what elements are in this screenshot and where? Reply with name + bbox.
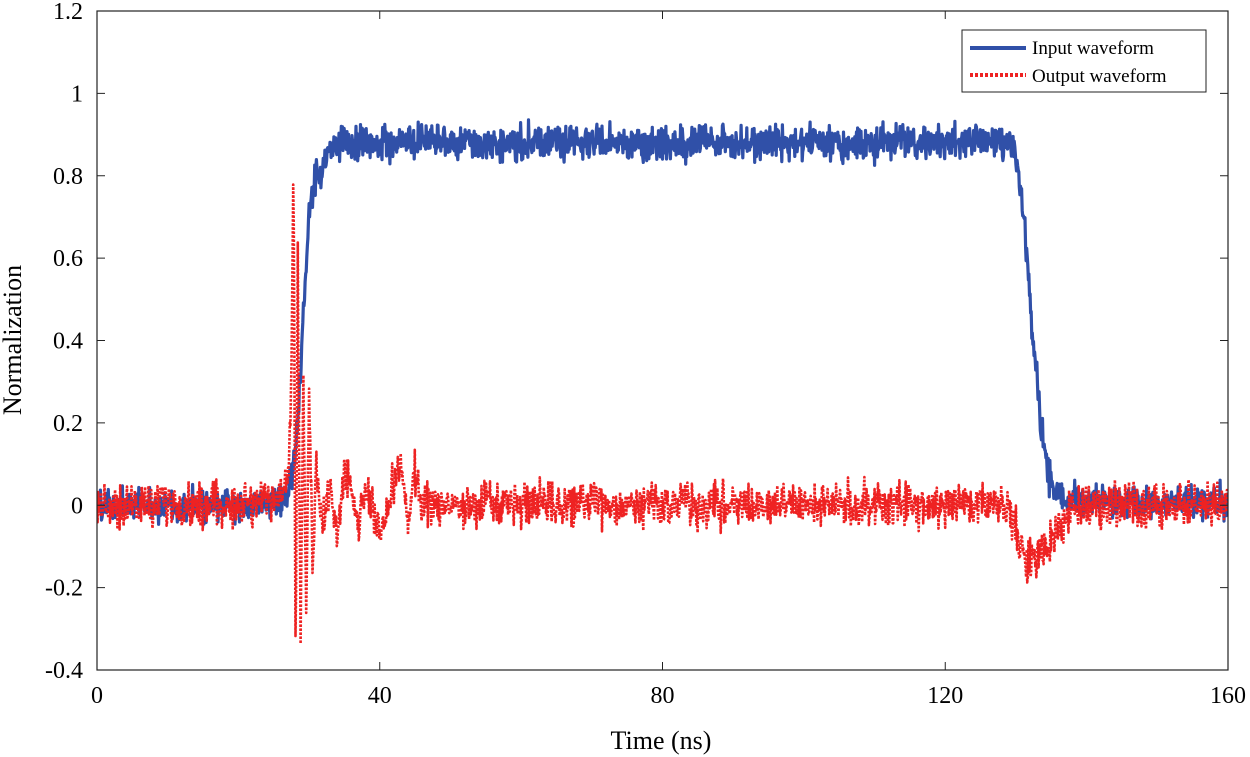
y-tick-label: 0: [71, 493, 83, 519]
x-axis-label: Time (ns): [611, 726, 712, 755]
legend-label-input-waveform: Input waveform: [1032, 38, 1154, 59]
y-axis-label: Normalization: [0, 265, 27, 415]
legend: Input waveform Output waveform: [961, 29, 1207, 93]
series-line-input-waveform: [97, 118, 1228, 526]
y-tick-label: 1: [71, 81, 83, 107]
x-tick-label: 0: [91, 683, 103, 709]
series-line-output-waveform: [97, 183, 1228, 645]
x-tick-label: 160: [1210, 683, 1246, 709]
y-tick-label: -0.2: [45, 576, 83, 602]
y-tick-label: 0.8: [53, 164, 83, 190]
plot-frame: [96, 10, 1229, 671]
y-tick-label: 0.2: [53, 411, 83, 437]
legend-label-output-waveform: Output waveform: [1032, 66, 1167, 87]
y-tick-label: 0.4: [53, 329, 83, 355]
x-tick-label: 80: [651, 683, 675, 709]
ticks-layer: 0 40 80 120 160 -0.4 -0.2 0 0.2 0.4 0.6 0.8 1 1.2: [45, 0, 1246, 709]
x-tick-label: 40: [368, 683, 392, 709]
series-layer: [97, 118, 1228, 645]
y-tick-label: 0.6: [53, 246, 83, 272]
y-tick-label: 1.2: [53, 0, 83, 25]
x-tick-label: 120: [927, 683, 963, 709]
legend-box: [961, 29, 1207, 93]
y-tick-label: -0.4: [45, 658, 83, 684]
